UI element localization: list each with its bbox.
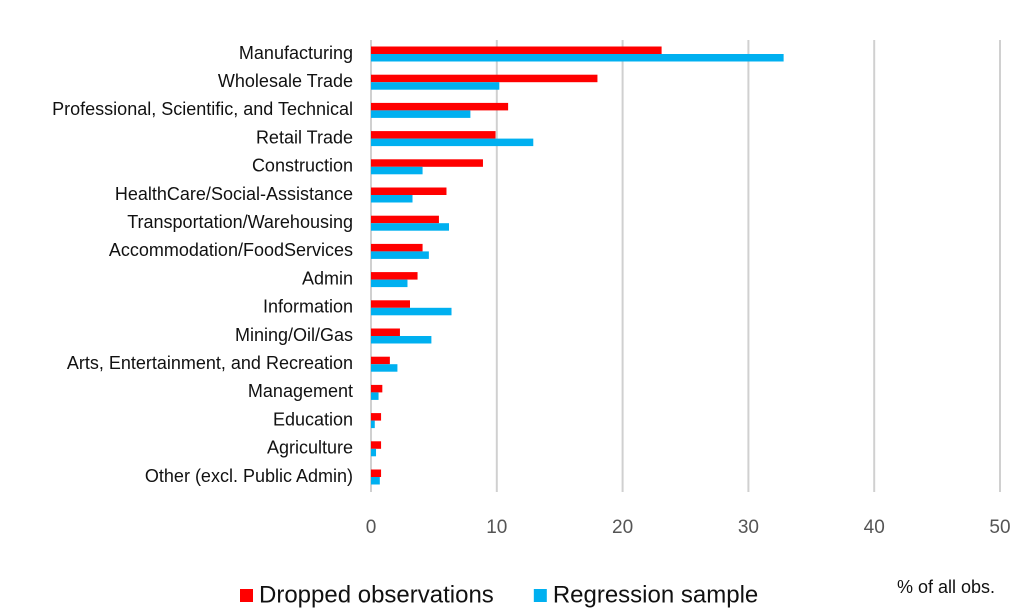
x-tick-label: 0 [366,517,377,538]
y-tick-label: HealthCare/Social-Assistance [115,184,353,204]
legend-swatch [533,589,547,602]
bar [371,110,471,118]
bar [371,251,429,259]
bar [371,448,377,457]
y-tick-label: Transportation/Warehousing [127,212,353,232]
bar [371,54,784,62]
bar [371,392,379,400]
bar [371,187,447,195]
x-axis-label: % of all obs. [897,577,995,597]
bar [371,159,483,167]
y-tick-label: Mining/Oil/Gas [235,325,353,345]
bar [371,46,662,54]
bar [371,195,413,203]
y-tick-label: Retail Trade [256,127,353,147]
bar [371,384,383,393]
y-tick-label: Accommodation/FoodServices [109,240,353,260]
x-tick-label: 50 [989,517,1010,538]
bar [371,215,439,224]
y-tick-label: Arts, Entertainment, and Recreation [67,353,353,373]
legend-swatch [240,589,253,602]
bar [371,413,382,421]
x-tick-label: 10 [486,517,507,538]
y-tick-label: Education [273,409,353,429]
bar [371,328,400,336]
y-tick-label: Management [248,381,353,401]
y-tick-label: Professional, Scientific, and Technical [52,99,353,119]
bar [371,477,380,485]
bar [371,272,418,280]
bar [371,420,375,429]
y-tick-label: Admin [302,268,353,288]
bar [371,82,500,90]
x-tick-label: 30 [738,517,759,538]
bar [371,336,432,344]
x-tick-label: 40 [864,517,885,538]
y-tick-label: Construction [252,156,353,176]
y-tick-label: Wholesale Trade [218,71,353,91]
legend-label: Regression sample [553,581,758,608]
y-tick-label: Other (excl. Public Admin) [145,466,353,486]
y-tick-label: Information [263,297,353,317]
bar [371,131,496,139]
y-tick-label: Manufacturing [239,43,353,63]
legend-label: Dropped observations [259,581,494,608]
bar [371,102,509,111]
bar [371,469,382,477]
bar [371,74,598,83]
bar [371,166,423,175]
bar [371,223,449,231]
x-tick-label: 20 [612,517,633,538]
bar [371,307,452,316]
bar [371,243,423,252]
bar [371,441,382,449]
bar [371,279,408,288]
y-tick-label: Agriculture [267,438,353,458]
bar [371,356,390,365]
bar [371,364,398,372]
bar [371,300,410,308]
bar [371,138,534,147]
